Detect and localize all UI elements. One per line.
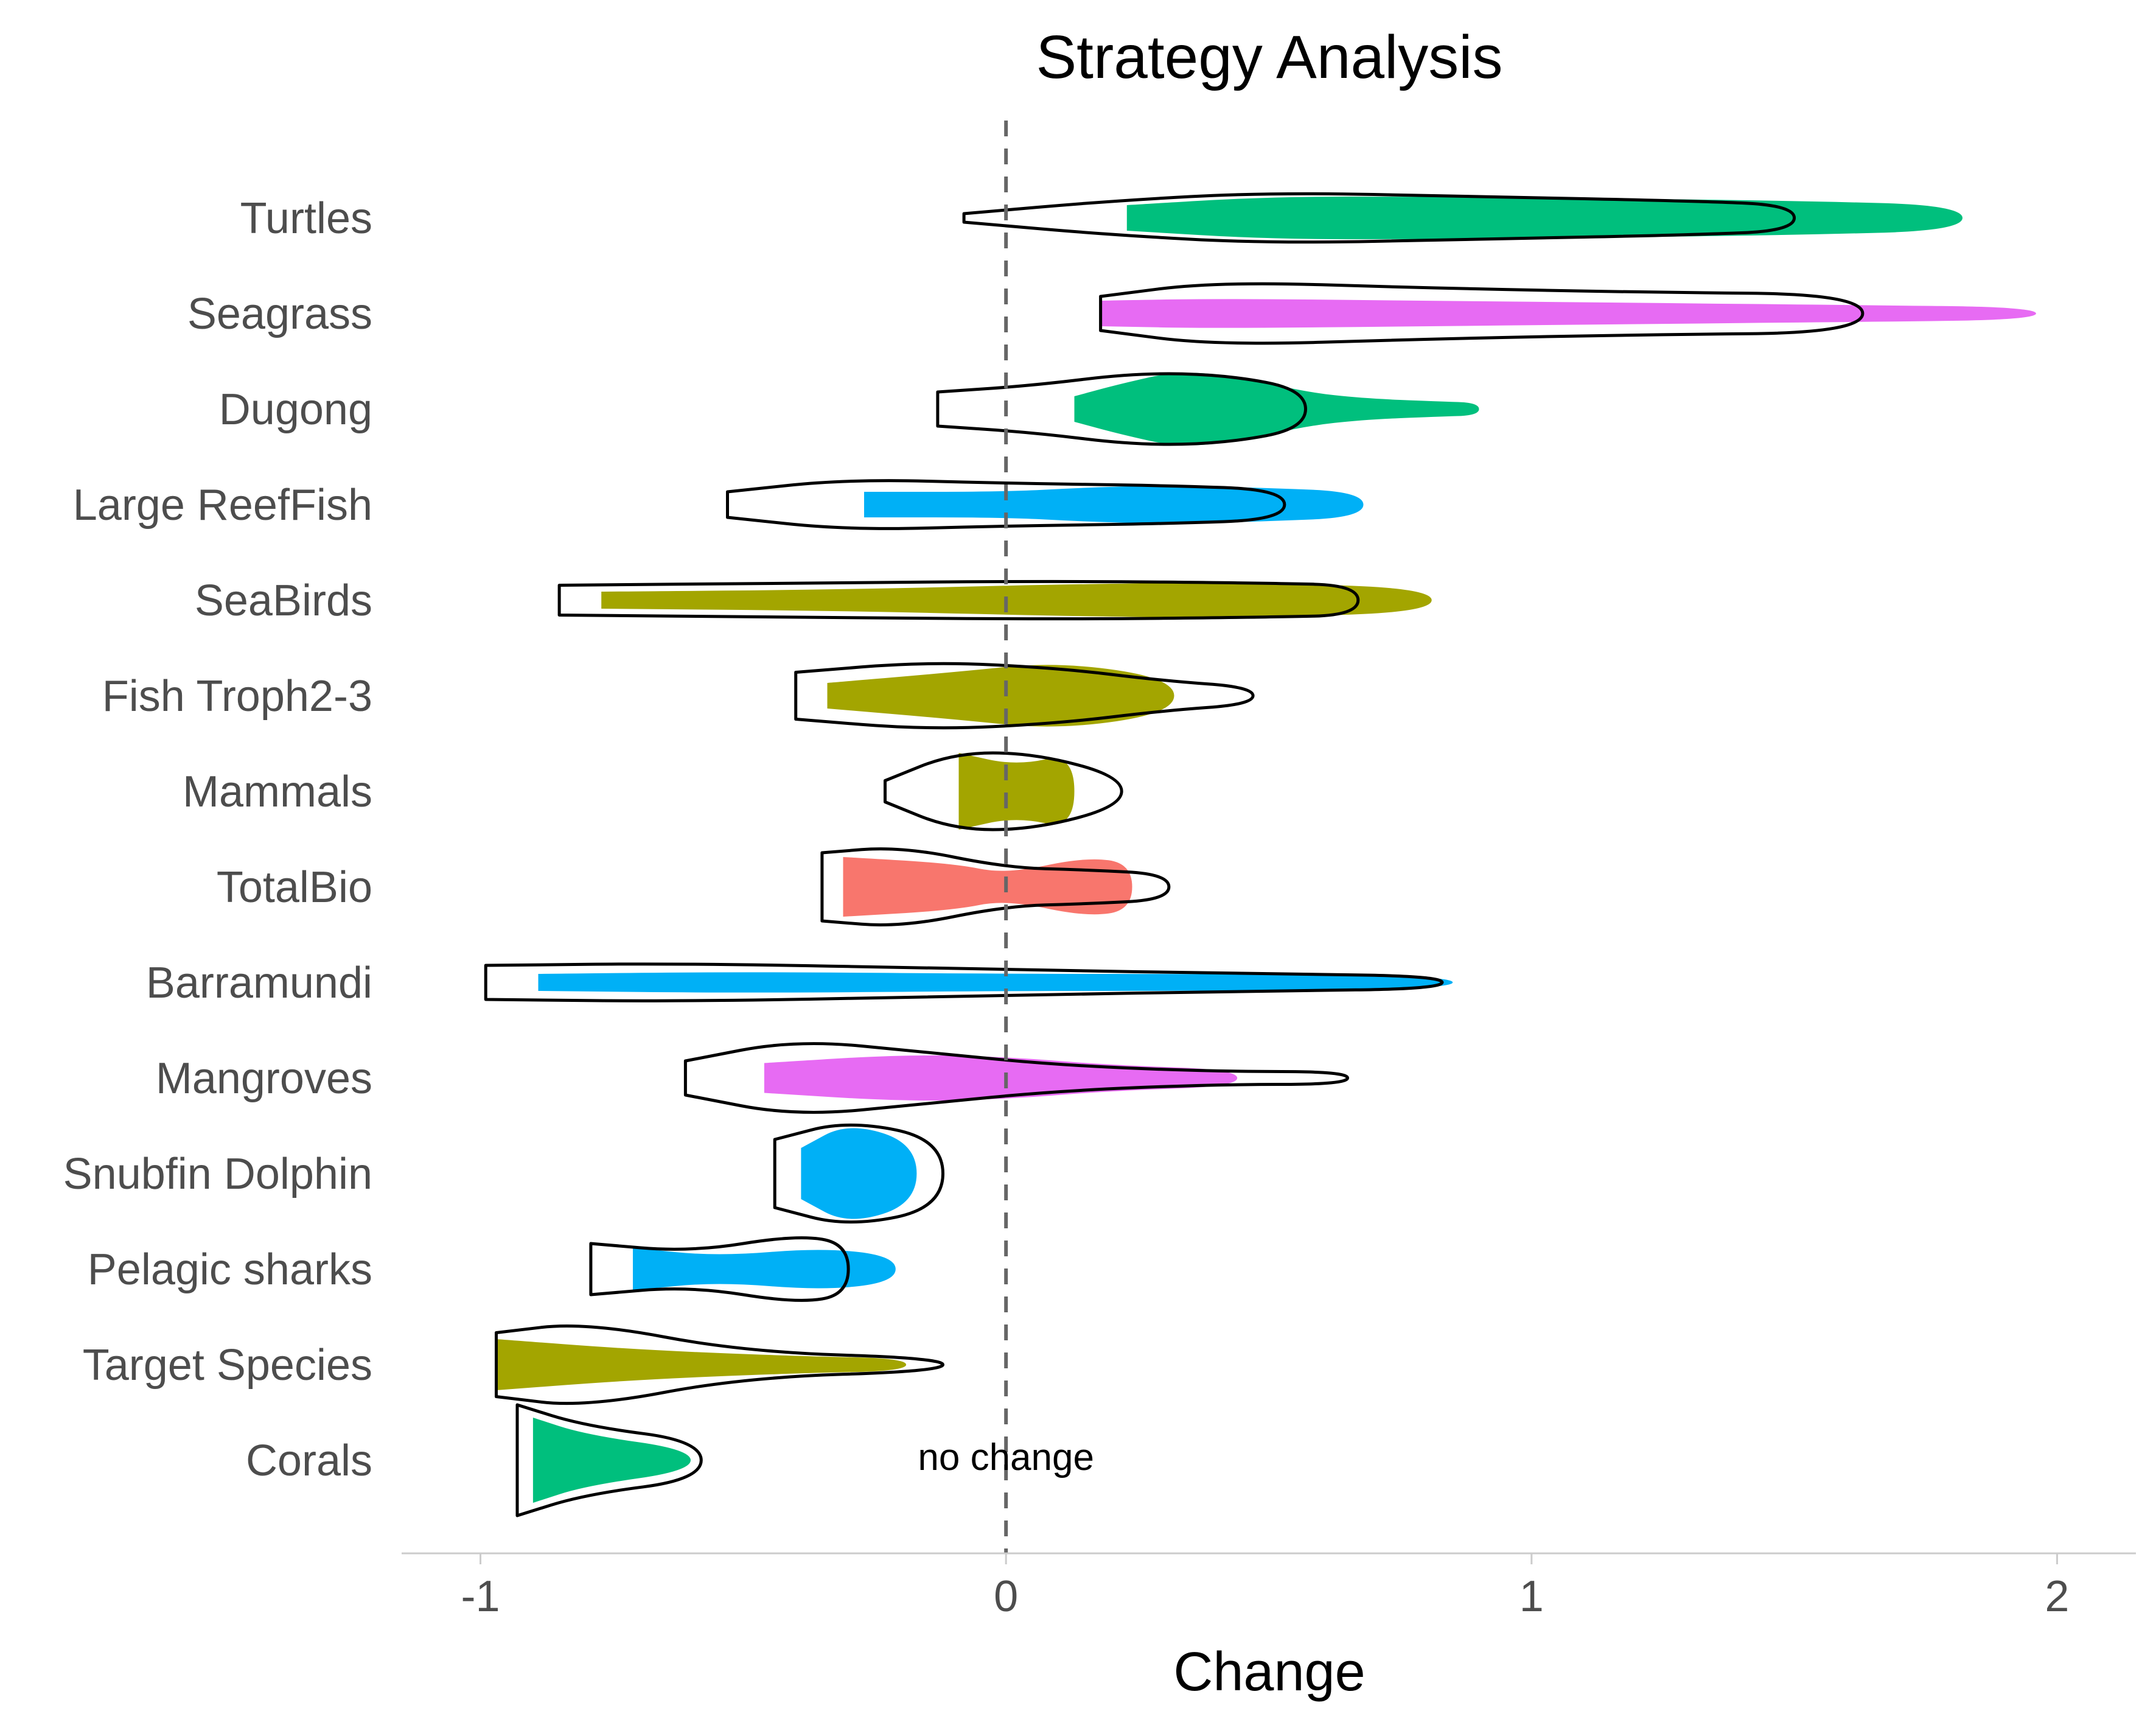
- violin-outline-totalbio: [820, 847, 1171, 926]
- violin-group-turtles: [962, 192, 1962, 244]
- violin-outline-mangroves: [683, 1042, 1349, 1114]
- violin-filled-seabirds: [601, 583, 1432, 617]
- violin-filled-mangroves: [764, 1055, 1238, 1101]
- violin-filled-turtles: [1126, 197, 1962, 239]
- violin-group-mammals: [884, 751, 1123, 831]
- y-label-seabirds: SeaBirds: [195, 576, 372, 625]
- violin-outline-snubfin-dolphin: [773, 1123, 944, 1224]
- violin-group-totalbio: [820, 847, 1171, 926]
- violin-group-snubfin-dolphin: [773, 1123, 944, 1224]
- x-axis-ticks: -1 0 1 2: [461, 1553, 2069, 1621]
- violin-outline-seabirds: [557, 579, 1360, 621]
- violin-filled-barramundi: [538, 972, 1453, 993]
- x-tick-label: 1: [1519, 1572, 1544, 1621]
- y-label-corals: Corals: [246, 1436, 372, 1485]
- violin-group-mangroves: [683, 1042, 1349, 1114]
- violin-group-barramundi: [484, 962, 1453, 1002]
- violin-group-seabirds: [557, 579, 1432, 621]
- violin-outline-dugong: [936, 372, 1307, 446]
- violin-outline-seagrass: [1099, 282, 1865, 345]
- violin-filled-fish-troph2-3: [827, 665, 1174, 727]
- violin-group-target-species: [495, 1324, 944, 1405]
- violin-outline-pelagic-sharks: [589, 1236, 850, 1302]
- y-label-target-species: Target Species: [83, 1341, 372, 1390]
- violin-filled-corals: [532, 1418, 691, 1503]
- violin-group-seagrass: [1099, 282, 2036, 345]
- violin-outline-mammals: [884, 751, 1123, 831]
- x-tick-label: -1: [461, 1572, 500, 1621]
- violin-filled-pelagic-sharks: [633, 1248, 896, 1290]
- no-change-label: no change: [918, 1436, 1094, 1478]
- y-label-pelagic-sharks: Pelagic sharks: [88, 1245, 372, 1294]
- y-label-mammals: Mammals: [183, 768, 372, 816]
- violin-filled-totalbio: [843, 857, 1132, 917]
- violin-outline-fish-troph2-3: [794, 662, 1255, 730]
- violin-outline-corals: [515, 1403, 703, 1517]
- y-label-fish-troph2-3: Fish Troph2-3: [102, 672, 372, 721]
- y-label-barramundi: Barramundi: [146, 959, 372, 1007]
- y-label-turtles: Turtles: [240, 194, 372, 243]
- violin-filled-mammals: [958, 753, 1075, 830]
- y-axis-labels: Turtles Seagrass Dugong Large ReefFish SeaBi…: [63, 194, 372, 1485]
- violin-outline-target-species: [495, 1324, 944, 1405]
- y-label-dugong: Dugong: [219, 385, 372, 434]
- x-tick-label: 0: [994, 1572, 1018, 1621]
- violin-filled-target-species: [496, 1339, 907, 1390]
- violin-group-large-reeffish: [726, 479, 1364, 530]
- x-tick-label: 2: [2045, 1572, 2069, 1621]
- violin-outline-turtles: [962, 192, 1796, 244]
- violin-group-pelagic-sharks: [589, 1236, 896, 1302]
- violin-group-corals: [515, 1403, 703, 1517]
- violins-layer: [484, 192, 2036, 1517]
- y-label-snubfin-dolphin: Snubfin Dolphin: [63, 1150, 372, 1198]
- y-label-seagrass: Seagrass: [187, 290, 372, 338]
- violin-filled-seagrass: [1100, 299, 2036, 328]
- violin-group-dugong: [936, 372, 1479, 446]
- x-axis-title: Change: [1173, 1642, 1365, 1702]
- violin-filled-dugong: [1074, 373, 1479, 446]
- y-label-mangroves: Mangroves: [156, 1054, 372, 1103]
- chart-title: Strategy Analysis: [1036, 23, 1502, 91]
- y-label-totalbio: TotalBio: [217, 863, 372, 912]
- violin-filled-snubfin-dolphin: [801, 1128, 917, 1219]
- y-label-large-reeffish: Large ReefFish: [73, 481, 372, 530]
- violin-outline-large-reeffish: [726, 479, 1286, 530]
- violin-group-fish-troph2-3: [794, 662, 1255, 730]
- violin-filled-large-reeffish: [864, 486, 1364, 523]
- violin-outline-barramundi: [484, 962, 1444, 1002]
